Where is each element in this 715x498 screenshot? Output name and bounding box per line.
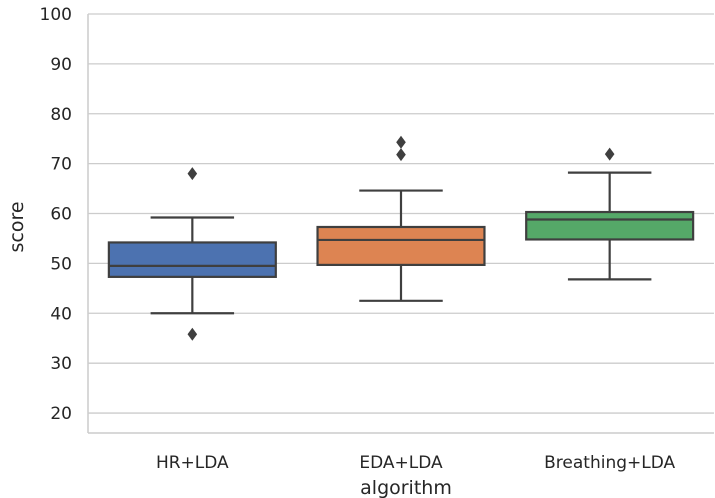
x-tick-label: Breathing+LDA (544, 453, 675, 473)
outlier-point (604, 147, 615, 161)
y-tick-label: 90 (50, 55, 72, 75)
outlier-point (187, 167, 198, 181)
y-tick-label: 50 (50, 254, 72, 274)
x-tick-label: EDA+LDA (359, 453, 443, 473)
y-tick-label: 60 (50, 205, 72, 225)
outlier-point (396, 148, 406, 162)
y-axis-label: score (6, 201, 28, 252)
outlier-point (396, 135, 406, 149)
box-group-0 (107, 167, 277, 341)
y-tick-label: 40 (50, 304, 72, 324)
boxes (107, 135, 695, 341)
y-tick-label: 80 (50, 105, 72, 125)
box-group-1 (316, 135, 486, 302)
y-tick-labels: 20 30 40 50 60 70 80 90 100 (40, 5, 72, 424)
y-tick-label: 70 (50, 155, 72, 175)
x-tick-label: HR+LDA (156, 453, 229, 473)
box-group-2 (525, 147, 695, 281)
box-iqr (525, 210, 695, 241)
axis-spines (87, 14, 714, 434)
y-tick-label: 30 (50, 354, 72, 374)
box-iqr (316, 225, 486, 267)
y-tick-label: 100 (40, 5, 72, 25)
y-tick-label: 20 (50, 404, 72, 424)
box-iqr (107, 241, 277, 278)
x-tick-labels: HR+LDA EDA+LDA Breathing+LDA (156, 453, 676, 473)
outlier-point (187, 327, 198, 341)
x-axis-label: algorithm (360, 477, 452, 498)
